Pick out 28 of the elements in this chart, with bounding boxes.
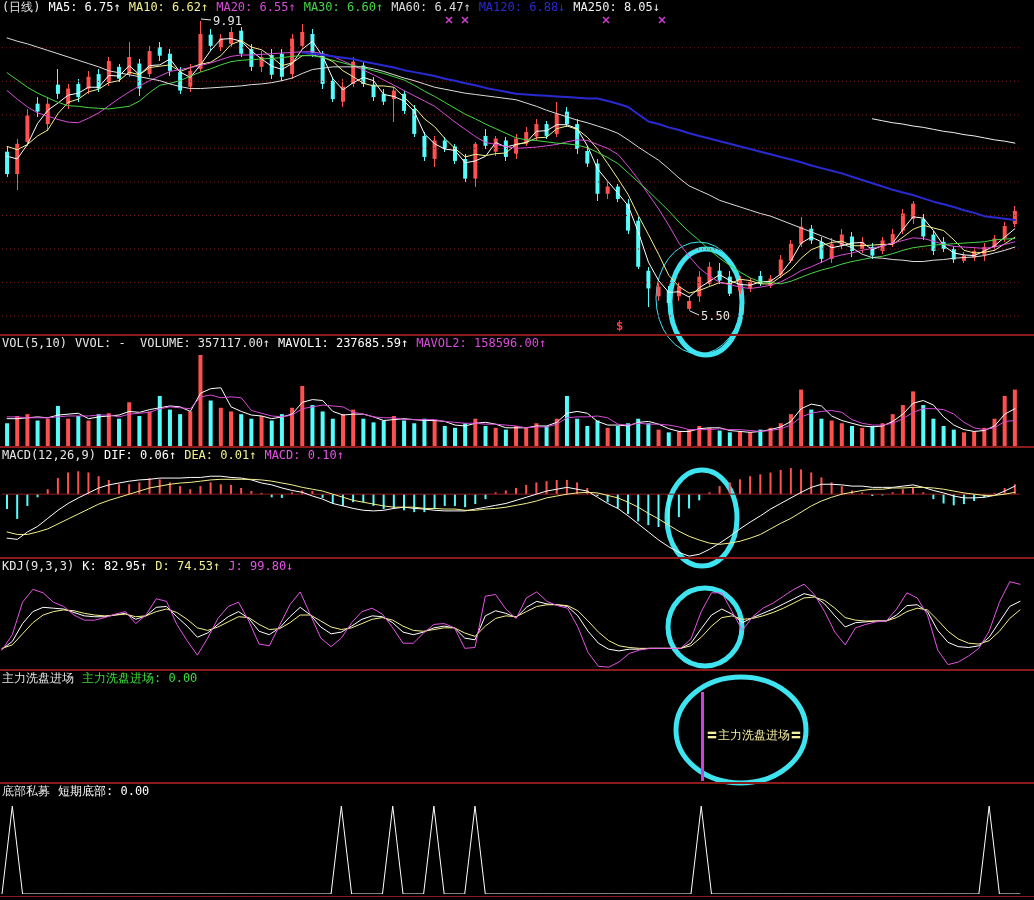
series-label: DIF: 0.06↑	[103, 448, 177, 462]
text: 〓主力洗盘进场〓	[706, 728, 802, 742]
chart-title: VOL(5,10)	[2, 336, 68, 350]
annotation: 9.91	[213, 14, 242, 28]
chart-subtitle: MACD: 0.10↑	[264, 448, 344, 462]
chart-title: MACD(12,26,9)	[2, 448, 96, 462]
text: MA10: 6.62↑	[128, 0, 209, 14]
text: $	[616, 319, 624, 333]
text: MA30: 6.60↑	[303, 0, 384, 14]
text: MA250: 8.05↓	[573, 0, 661, 14]
chart-title: KDJ(9,3,3)	[2, 559, 75, 573]
chart-title: 底部私募	[2, 784, 50, 798]
text: 短期底部: 0.00	[58, 784, 150, 798]
text: K: 82.95↑	[82, 559, 148, 573]
text: 主力洗盘进场	[2, 671, 74, 685]
chart-subtitle: VVOL: - VOLUME: 357117.00↑	[75, 336, 271, 350]
chart-title: (日线)	[2, 0, 41, 14]
text: MA120: 6.88↓	[478, 0, 566, 14]
text: MA5: 6.75↑	[48, 0, 121, 14]
text: 主力洗盘进场: 0.00	[82, 671, 198, 685]
text: MA20: 6.55↑	[216, 0, 296, 14]
annotation: 5.50	[701, 309, 730, 323]
series-label: DEA: 0.01↑	[184, 448, 257, 462]
series-label: J: 99.80↓	[228, 559, 294, 573]
text: MAVOL1: 237685.59↑	[278, 336, 409, 350]
text: D: 74.53↑	[155, 559, 221, 573]
text: MAVOL2: 158596.00↑	[416, 336, 547, 350]
text: MA60: 6.47↑	[391, 0, 471, 14]
